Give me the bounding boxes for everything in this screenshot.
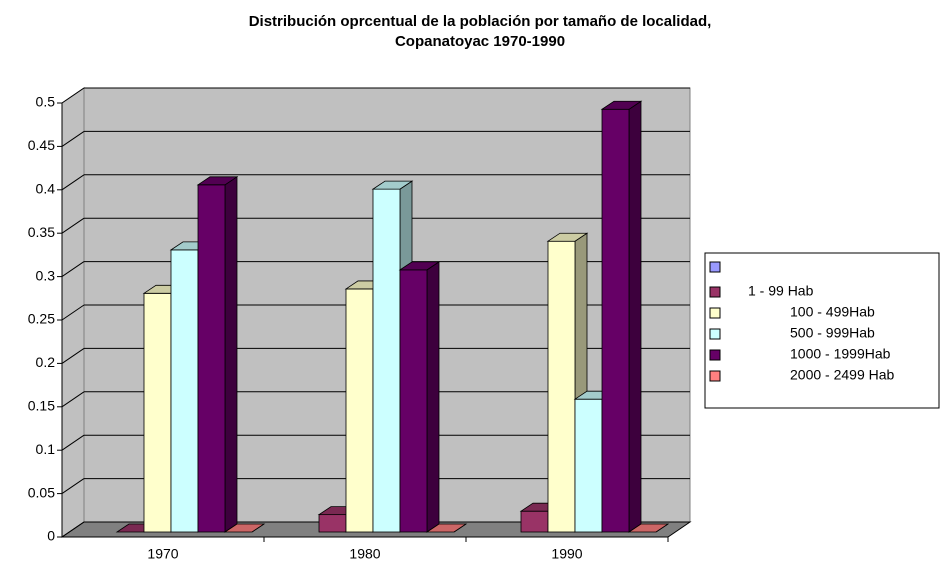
y-tick-label: 0.15 (28, 398, 55, 414)
grid-line (61, 261, 85, 278)
grid-line (61, 174, 85, 191)
grid-line (61, 217, 85, 234)
bar-top (196, 176, 239, 186)
bar (345, 288, 374, 533)
grid-line (61, 434, 85, 451)
y-tick-label: 0.2 (36, 354, 56, 370)
y-tick-label: 0.4 (36, 181, 56, 197)
bar (143, 292, 172, 533)
grid-line (61, 130, 85, 147)
bar (520, 510, 549, 533)
bar (574, 398, 603, 533)
chart-title: Copanatoyac 1970-1990 (395, 33, 565, 50)
bar-top (371, 180, 414, 190)
legend-swatch (709, 328, 721, 340)
x-tick-label: 1970 (147, 546, 178, 562)
bar-top (223, 523, 266, 533)
bar-side (628, 100, 642, 533)
bar (318, 514, 347, 533)
legend-box (704, 252, 940, 409)
grid-line (61, 391, 85, 408)
bar-top (398, 261, 441, 271)
legend-label: 1000 - 1999Hab (790, 346, 891, 362)
bar (399, 269, 428, 533)
y-tick-label: 0.25 (28, 311, 55, 327)
bar (197, 184, 226, 533)
grid-line (61, 347, 85, 364)
bar (170, 249, 199, 533)
grid-line (61, 478, 85, 495)
grid-line (61, 521, 85, 538)
legend-swatch (709, 286, 721, 298)
legend-swatch (709, 261, 721, 273)
legend-label: 2000 - 2499 Hab (790, 367, 895, 383)
legend-swatch (709, 349, 721, 361)
y-tick-label: 0.5 (36, 94, 56, 110)
legend-label: 500 - 999Hab (790, 325, 875, 341)
y-tick-label: 0.1 (36, 441, 56, 457)
legend-swatch (709, 307, 721, 319)
bar-side (224, 176, 238, 533)
legend-swatch (709, 370, 721, 382)
grid-line (61, 304, 85, 321)
bar-top (546, 232, 589, 242)
x-tick-label: 1990 (551, 546, 582, 562)
bar (601, 108, 630, 533)
y-tick-label: 0.35 (28, 224, 55, 240)
x-tick-label: 1980 (349, 546, 380, 562)
y-tick-label: 0 (47, 528, 55, 544)
y-tick-label: 0.3 (36, 267, 56, 283)
y-tick-label: 0.05 (28, 484, 55, 500)
grid-line (61, 87, 85, 104)
bar (547, 240, 576, 533)
bar-top (425, 523, 468, 533)
legend-label: 100 - 499Hab (790, 304, 875, 320)
y-tick-label: 0.45 (28, 137, 55, 153)
chart-title: Distribución oprcentual de la población … (249, 13, 712, 30)
legend-label: 1 - 99 Hab (748, 283, 814, 299)
bar-side (426, 261, 440, 533)
bar-top (627, 523, 670, 533)
bar-top (600, 100, 643, 110)
bar (372, 188, 401, 533)
